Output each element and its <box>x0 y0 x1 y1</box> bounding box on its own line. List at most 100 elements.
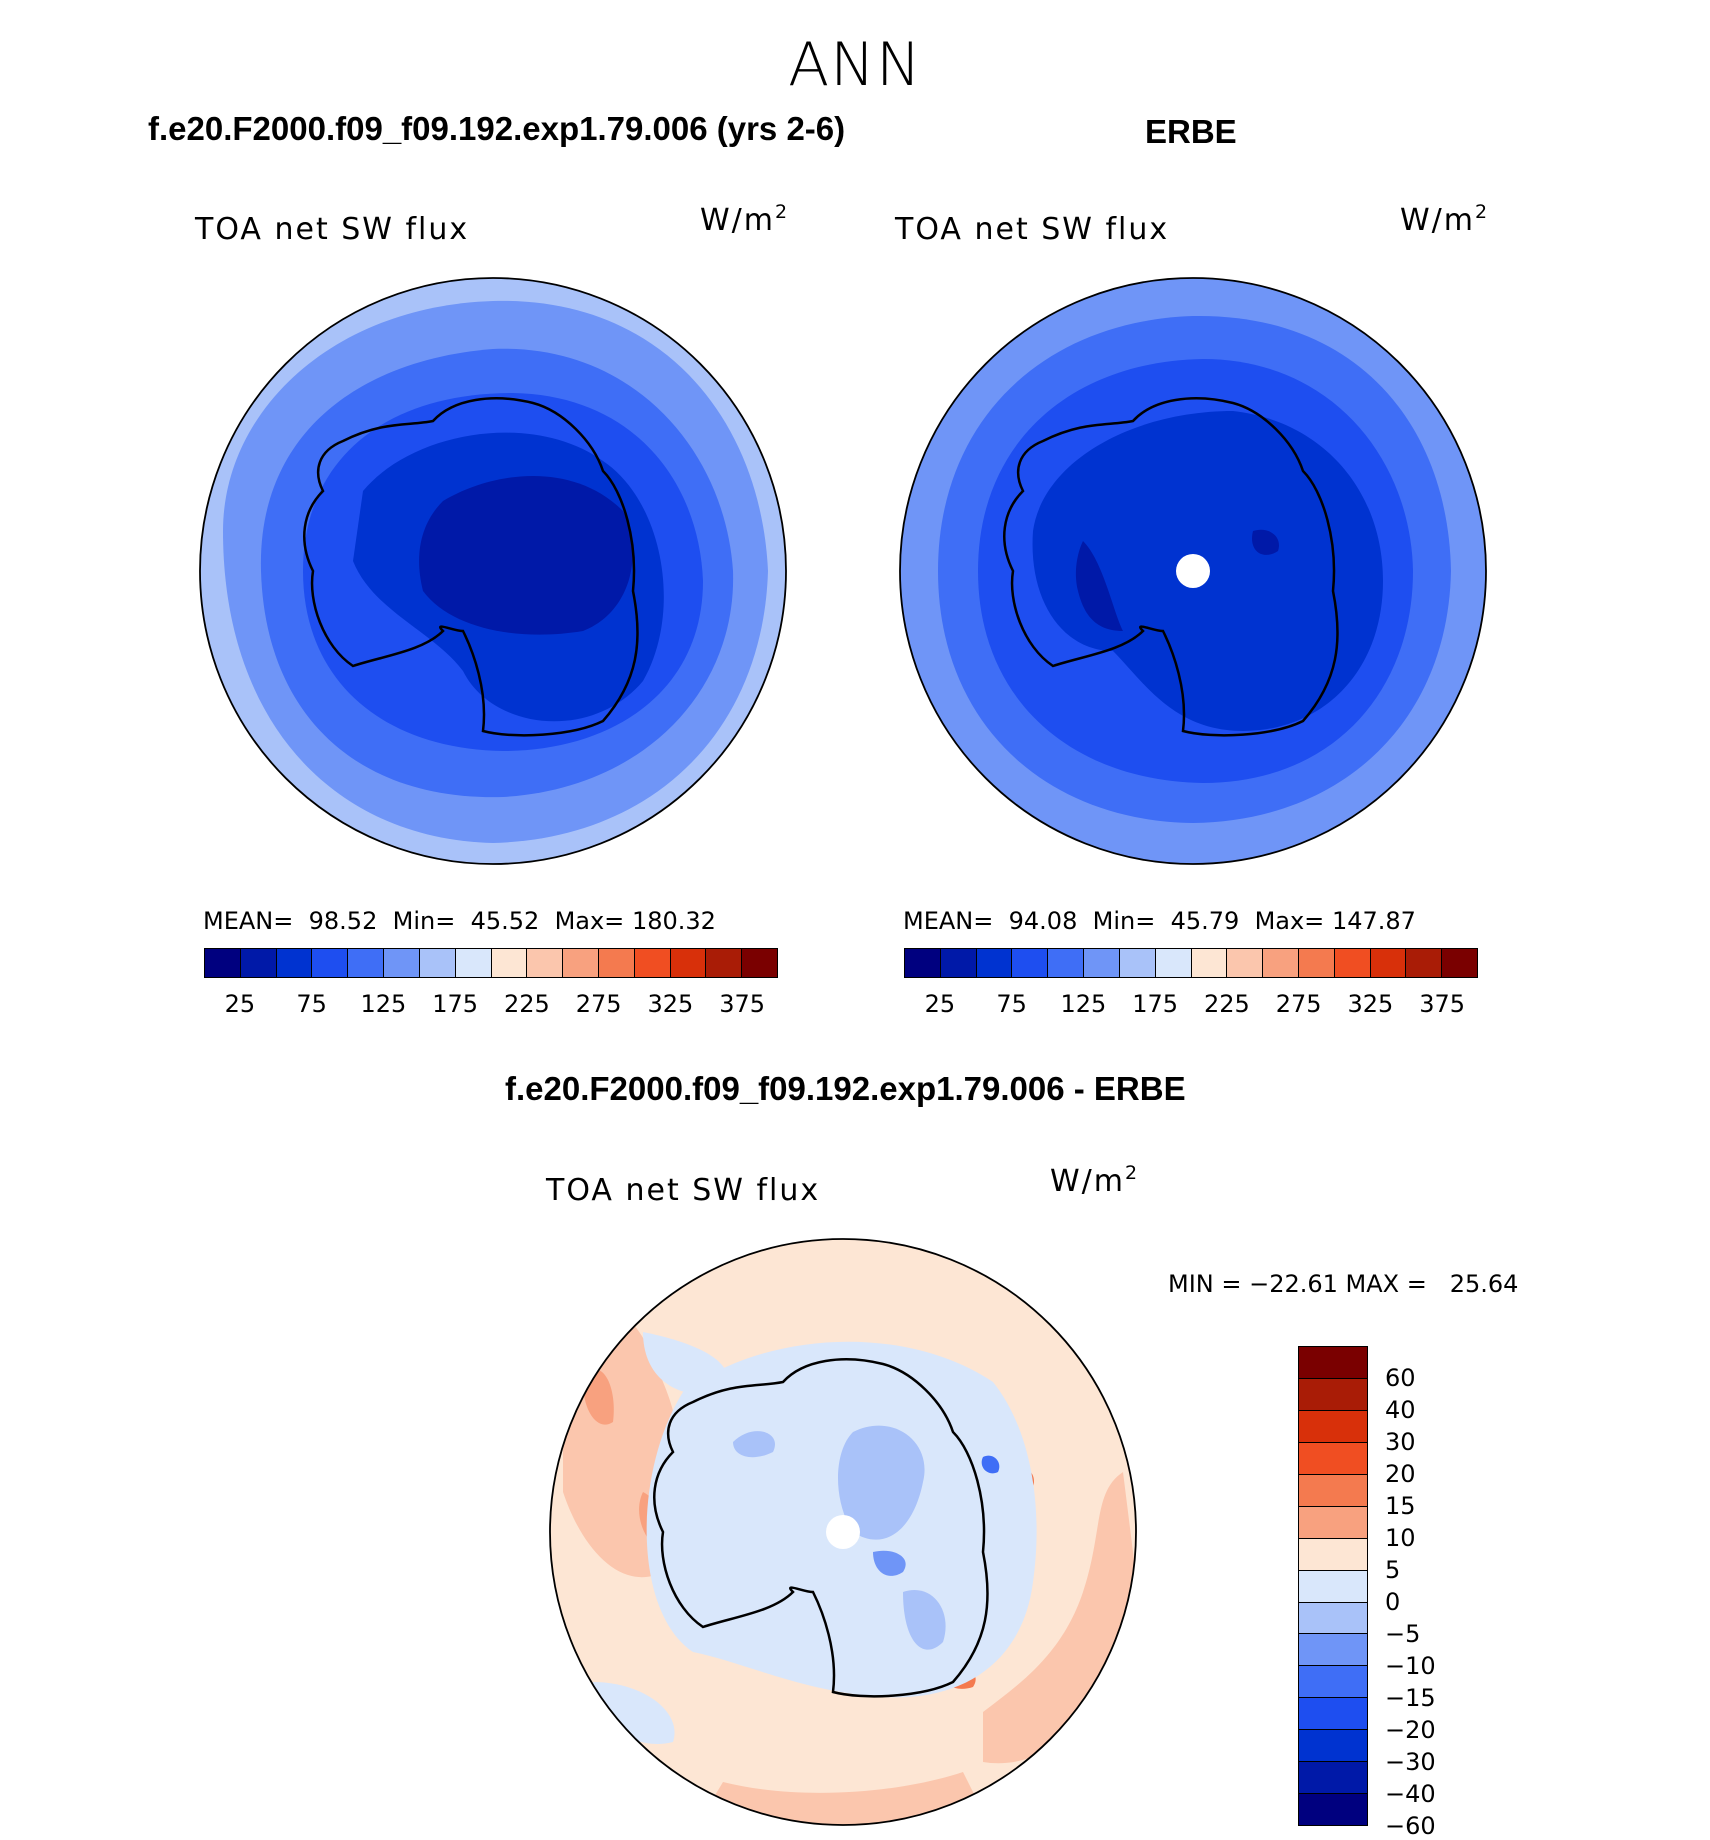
colorbar-swatch <box>455 949 492 977</box>
model-colorbar <box>204 948 778 978</box>
pole-hole <box>1176 554 1210 588</box>
colorbar-swatch <box>742 949 777 977</box>
diff-panel-title: f.e20.F2000.f09_f09.192.exp1.79.006 - ER… <box>505 1070 1186 1107</box>
colorbar-swatch <box>348 949 385 977</box>
colorbar-swatch <box>1263 949 1299 977</box>
diff-colorbar <box>1298 1346 1368 1826</box>
diff-band-minus5to10-c <box>733 1431 775 1458</box>
colorbar-tick-label: 0 <box>1385 1588 1401 1616</box>
diff-units-label: W/m2 <box>1050 1162 1140 1199</box>
diff-band-minus15to20 <box>981 1455 1000 1474</box>
colorbar-tick-label: 375 <box>719 990 766 1018</box>
diff-band-minus5to10-a <box>838 1425 925 1540</box>
model-units-label: W/m2 <box>700 201 790 238</box>
colorbar-swatch <box>205 949 241 977</box>
colorbar-swatch <box>1299 1506 1367 1539</box>
colorbar-swatch <box>1299 1378 1367 1411</box>
antarctica-coastline <box>653 1358 989 1698</box>
colorbar-tick-label: 40 <box>1385 1396 1416 1424</box>
obs-colorbar <box>904 948 1478 978</box>
colorbar-swatch <box>1299 1730 1367 1763</box>
colorbar-tick-label: −20 <box>1385 1716 1436 1744</box>
diff-polar-map <box>549 1238 1137 1826</box>
obs-variable-label: TOA net SW flux <box>895 212 1170 247</box>
colorbar-swatch <box>1299 1474 1367 1507</box>
obs-panel-title: ERBE <box>1145 113 1237 150</box>
colorbar-swatch <box>276 949 313 977</box>
model-polar-map <box>199 277 787 865</box>
colorbar-swatch <box>1370 949 1407 977</box>
colorbar-swatch <box>1406 949 1443 977</box>
colorbar-tick-label: 325 <box>647 990 694 1018</box>
colorbar-swatch <box>1298 949 1335 977</box>
colorbar-swatch <box>670 949 707 977</box>
colorbar-swatch <box>598 949 635 977</box>
colorbar-tick-label: −15 <box>1385 1684 1436 1712</box>
flux-band-50 <box>419 476 633 635</box>
colorbar-swatch <box>1048 949 1085 977</box>
colorbar-swatch <box>1084 949 1120 977</box>
colorbar-swatch <box>1334 949 1371 977</box>
colorbar-tick-label: −40 <box>1385 1780 1436 1808</box>
colorbar-swatch <box>1299 1762 1367 1795</box>
colorbar-tick-label: 125 <box>360 990 407 1018</box>
flux-band-50-a <box>1075 541 1123 631</box>
colorbar-tick-label: 75 <box>296 990 327 1018</box>
colorbar-swatch <box>1299 1570 1367 1603</box>
colorbar-swatch <box>491 949 528 977</box>
antarctica-coastline <box>303 397 639 737</box>
colorbar-swatch <box>1012 949 1049 977</box>
colorbar-tick-label: −30 <box>1385 1748 1436 1776</box>
colorbar-swatch <box>1299 1666 1367 1699</box>
colorbar-swatch <box>1191 949 1228 977</box>
colorbar-tick-label: 125 <box>1060 990 1107 1018</box>
colorbar-swatch <box>1227 949 1264 977</box>
colorbar-swatch <box>1155 949 1192 977</box>
colorbar-swatch <box>1299 1347 1367 1379</box>
colorbar-tick-label: 325 <box>1347 990 1394 1018</box>
colorbar-tick-label: 75 <box>996 990 1027 1018</box>
diff-variable-label: TOA net SW flux <box>546 1173 821 1208</box>
colorbar-swatch <box>419 949 456 977</box>
colorbar-swatch <box>976 949 1013 977</box>
colorbar-tick-label: −10 <box>1385 1652 1436 1680</box>
obs-units-label: W/m2 <box>1400 201 1490 238</box>
colorbar-tick-label: 175 <box>432 990 479 1018</box>
diff-band-minus5to10-b <box>903 1590 946 1650</box>
map-border <box>199 277 787 865</box>
obs-stats: MEAN= 94.08 Min= 45.79 Max= 147.87 <box>903 907 1416 935</box>
map-border <box>549 1238 1137 1826</box>
diff-band-0tominus5-b <box>643 1332 728 1395</box>
flux-band-50-b <box>1252 529 1279 555</box>
colorbar-swatch <box>240 949 277 977</box>
colorbar-swatch <box>1119 949 1156 977</box>
colorbar-tick-label: −60 <box>1385 1812 1436 1840</box>
colorbar-tick-label: 15 <box>1385 1492 1416 1520</box>
obs-polar-map <box>899 277 1487 865</box>
colorbar-tick-label: 25 <box>924 990 956 1018</box>
colorbar-tick-label: 275 <box>1275 990 1322 1018</box>
colorbar-tick-label: 30 <box>1385 1428 1416 1456</box>
colorbar-swatch <box>1299 1794 1367 1826</box>
map-border <box>899 277 1487 865</box>
diff-band-0tominus5-c <box>593 1682 675 1744</box>
colorbar-swatch <box>1299 1698 1367 1731</box>
colorbar-swatch <box>563 949 599 977</box>
diff-minmax: MIN = −22.61 MAX = 25.64 <box>1168 1270 1519 1298</box>
colorbar-tick-label: 225 <box>503 990 550 1018</box>
colorbar-tick-label: 175 <box>1132 990 1179 1018</box>
pole-hole <box>826 1515 860 1549</box>
colorbar-swatch <box>1442 949 1477 977</box>
diff-band-minus10to15 <box>873 1550 906 1576</box>
colorbar-swatch <box>706 949 743 977</box>
season-title: ANN <box>788 30 922 100</box>
colorbar-swatch <box>1299 1410 1367 1443</box>
colorbar-swatch <box>634 949 671 977</box>
colorbar-swatch <box>384 949 420 977</box>
model-variable-label: TOA net SW flux <box>195 212 470 247</box>
colorbar-swatch <box>940 949 977 977</box>
model-stats: MEAN= 98.52 Min= 45.52 Max= 180.32 <box>203 907 716 935</box>
model-panel-title: f.e20.F2000.f09_f09.192.exp1.79.006 (yrs… <box>148 110 846 147</box>
antarctica-coastline <box>1003 397 1339 737</box>
colorbar-swatch <box>905 949 941 977</box>
